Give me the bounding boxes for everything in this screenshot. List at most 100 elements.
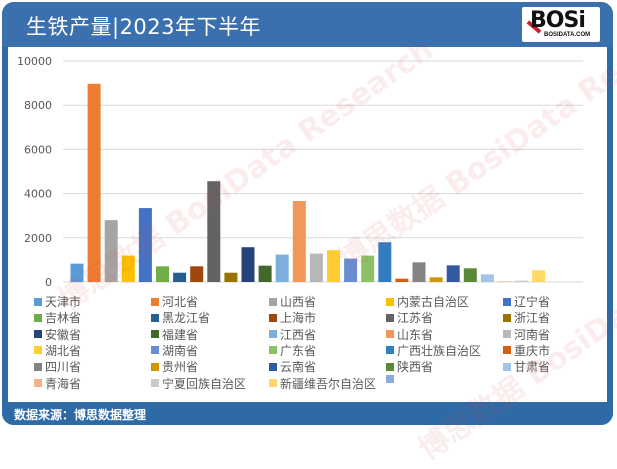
- legend-item: 内蒙古自治区: [386, 293, 469, 310]
- footer-bar: 数据来源：博思数据整理: [2, 402, 613, 425]
- bar-河北省: [87, 83, 101, 282]
- legend-swatch-icon: [151, 346, 159, 355]
- bar-辽宁省: [138, 208, 152, 282]
- legend-swatch-icon: [386, 374, 394, 383]
- legend-item: 贵州省: [151, 358, 198, 375]
- legend-swatch-icon: [503, 346, 511, 355]
- legend-item: 吉林省: [34, 309, 81, 326]
- legend-item: 四川省: [34, 358, 81, 375]
- legend-swatch-icon: [151, 379, 159, 387]
- legend-label: 辽宁省: [514, 295, 551, 309]
- legend-label: 上海市: [280, 311, 317, 326]
- legend-item: 重庆市: [503, 342, 550, 359]
- legend-swatch-icon: [386, 330, 394, 339]
- legend-item: 天津市: [34, 293, 81, 310]
- legend-label: 云南省: [280, 360, 317, 375]
- legend-swatch-icon: [151, 297, 159, 306]
- legend-swatch-icon: [151, 313, 159, 322]
- bar-四川省: [412, 262, 426, 282]
- legend-label: 山东省: [397, 327, 434, 342]
- y-tick-label: 10000: [17, 55, 52, 68]
- legend-label: 广东省: [280, 343, 317, 358]
- bar-chart: 0 2000 4000 6000 8000 10000: [9, 47, 583, 297]
- y-tick-label: 6000: [24, 143, 52, 156]
- legend-swatch-icon: [386, 297, 394, 306]
- legend-item: 云南省: [269, 358, 316, 375]
- bar-吉林省: [156, 266, 169, 282]
- y-tick-label: 2000: [24, 232, 52, 245]
- legend-item: 浙江省: [503, 309, 550, 326]
- legend-label: 黑龙江省: [162, 311, 211, 326]
- bar-浙江省: [224, 272, 238, 282]
- legend-swatch-icon: [34, 379, 42, 387]
- legend-item: 辽宁省: [503, 293, 550, 310]
- bar-福建省: [258, 265, 272, 282]
- legend-item: 湖北省: [34, 342, 81, 359]
- legend-label: 安徽省: [45, 327, 82, 342]
- bar-广东省: [361, 255, 375, 282]
- legend-item: 甘肃省: [503, 358, 550, 375]
- legend-item: 新疆维吾尔自治区: [269, 375, 376, 392]
- legend-swatch-icon: [34, 330, 42, 339]
- legend-item: 湖南省: [151, 342, 198, 359]
- legend-label: 宁夏回族自治区: [162, 376, 247, 391]
- legend-swatch-icon: [151, 330, 159, 339]
- bar-天津市: [70, 263, 84, 282]
- bar-广西壮族自治区: [378, 242, 392, 282]
- data-source: 数据来源：博思数据整理: [14, 408, 147, 422]
- legend-item: 山西省: [269, 293, 316, 310]
- legend-item: 上海市: [269, 309, 316, 326]
- legend-swatch-icon: [386, 362, 394, 371]
- legend-label: 重庆市: [514, 343, 551, 358]
- legend-swatch-icon: [269, 362, 277, 371]
- legend-item: 陕西省: [386, 358, 433, 375]
- bar-新疆维吾尔自治区: [532, 270, 546, 282]
- bar-江苏省: [207, 181, 221, 282]
- legend-label: 天津市: [45, 295, 82, 309]
- bar-山西省: [104, 220, 118, 282]
- legend-label: 内蒙古自治区: [397, 295, 470, 309]
- legend-label: 贵州省: [162, 360, 199, 375]
- legend-label: 福建省: [162, 327, 199, 342]
- legend-item: 河南省: [503, 326, 550, 343]
- legend-swatch-icon: [386, 313, 394, 322]
- legend-item: 青海省: [34, 375, 81, 392]
- legend-swatch-icon: [269, 330, 277, 339]
- legend-swatch-icon: [34, 313, 42, 322]
- legend-swatch-icon: [503, 313, 511, 322]
- bar-山东省: [292, 201, 306, 282]
- bar-陕西省: [463, 268, 477, 282]
- legend-label: 吉林省: [45, 311, 82, 326]
- legend-label: 广西壮族自治区: [397, 343, 482, 358]
- legend-swatch-icon: [386, 346, 394, 355]
- legend-swatch-icon: [269, 379, 277, 387]
- legend-swatch-icon: [503, 330, 511, 339]
- legend-label: 四川省: [45, 360, 82, 375]
- bar-上海市: [190, 266, 204, 282]
- legend-swatch-icon: [503, 362, 511, 371]
- legend-label: 陕西省: [397, 360, 434, 375]
- legend-label: 新疆维吾尔自治区: [280, 376, 377, 391]
- legend-item: 山东省: [386, 326, 433, 343]
- legend-label: 山西省: [280, 295, 317, 309]
- legend-swatch-icon: [269, 346, 277, 355]
- logo-text: BOSi: [530, 8, 586, 33]
- legend-label: 浙江省: [514, 311, 551, 326]
- legend-item: 广东省: [269, 342, 316, 359]
- y-tick-label: 8000: [24, 99, 52, 112]
- bar-黑龙江省: [173, 272, 187, 282]
- chart-body: 0 2000 4000 6000 8000 10000 天津市 河北省 山西省 内蒙古自治区 辽宁…: [8, 47, 607, 402]
- legend-item: 宁夏回族自治区: [151, 375, 246, 392]
- bar-云南省: [446, 265, 460, 282]
- legend-label: 河北省: [162, 295, 199, 309]
- bar-湖北省: [327, 250, 340, 282]
- bar-内蒙古自治区: [121, 255, 135, 282]
- bar-江西省: [275, 254, 289, 282]
- legend-label: 河南省: [514, 327, 551, 342]
- legend-swatch-icon: [503, 297, 511, 306]
- legend-label: 江西省: [280, 327, 317, 342]
- legend-label: 甘肃省: [514, 360, 551, 375]
- header-bar: 生铁产量|2023年下半年 BOSi BOSIDATA.COM: [2, 2, 613, 47]
- bar-河南省: [309, 253, 323, 282]
- legend-swatch-icon: [34, 297, 42, 306]
